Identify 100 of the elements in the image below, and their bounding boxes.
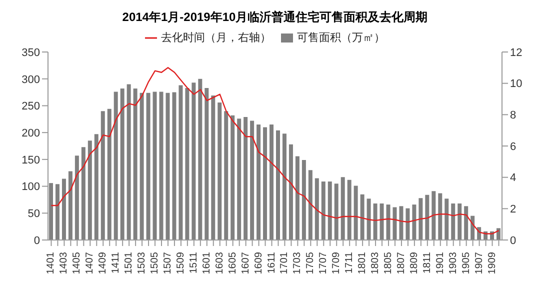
bar [211,96,216,240]
bar [334,184,338,240]
bar [250,120,254,240]
bar [107,108,112,240]
x-tick-label: 1907 [474,252,485,274]
bar [321,181,326,240]
x-tick-label: 1503 [136,252,148,274]
x-tick-label: 1511 [188,252,200,274]
bar [406,208,410,240]
x-tick-label: 1601 [201,252,212,274]
x-tick-label: 1805 [383,252,394,274]
bar [94,134,98,240]
bar [120,88,124,240]
y-tick-label: 200 [22,127,40,140]
y-tick-label: 300 [22,74,40,86]
bar [49,183,53,240]
bar [172,92,176,240]
bar [295,156,300,240]
bar [380,203,384,240]
bar [146,92,150,240]
x-tick-label: 1905 [460,252,472,274]
x-tick-label: 1807 [396,252,407,274]
bar [74,156,79,240]
bar [178,85,183,240]
x-tick-label: 1707 [318,252,330,274]
bar [373,203,378,240]
bar [224,111,228,240]
x-tick-label: 1705 [305,252,316,274]
x-tick-label: 1507 [162,252,174,274]
bar [282,134,286,240]
bar [458,203,462,240]
bar [114,92,118,240]
x-tick-label: 1901 [434,252,446,274]
bar [308,170,312,240]
bar [126,84,131,240]
bar [354,186,358,240]
bar [425,194,430,240]
legend-label: 去化时间（月，右轴） [161,32,271,44]
bar [399,206,404,240]
bar [218,102,222,240]
y2-tick-label: 4 [510,172,516,184]
x-tick-label: 1405 [72,252,83,274]
bar [328,181,332,240]
x-tick-label: 1501 [124,252,135,274]
x-tick-label: 1607 [240,252,252,274]
x-tick-label: 1603 [214,252,226,274]
y-tick-label: 100 [22,181,40,194]
chart-title: 2014年1月-2019年10月临沂普通住宅可售面积及去化周期 [121,9,429,26]
x-tick-label: 1709 [331,252,342,274]
bar [302,160,306,240]
x-tick-label: 1609 [253,252,264,274]
bar [263,127,268,240]
x-tick-label: 1403 [58,252,70,274]
y2-tick-label: 0 [510,234,516,247]
bar [237,118,242,240]
bar [81,147,86,240]
x-tick-label: 1701 [279,252,290,274]
x-tick-label: 1407 [84,252,96,274]
x-tick-label: 1505 [150,252,161,274]
bar [140,92,144,240]
y-tick-label: 50 [28,208,40,220]
x-tick-label: 1711 [344,252,356,274]
bar [270,124,274,240]
bar [62,178,66,240]
bar [496,228,501,240]
y2-tick-label: 6 [510,140,516,153]
bar [464,206,468,240]
bar [340,177,345,240]
bar [100,111,105,240]
legend-label: 可售面积（万㎡） [297,32,385,44]
bar [386,204,390,240]
bar [244,116,248,240]
bar [276,130,280,240]
bar [198,78,202,240]
x-tick-label: 1411 [110,252,122,274]
bar [159,92,164,240]
bar [55,184,60,240]
y-tick-label: 250 [22,100,40,113]
y2-tick-label: 2 [510,204,516,216]
x-tick-label: 1611 [266,252,278,274]
bar [185,88,190,240]
x-tick-label: 1401 [46,252,57,274]
bar [444,198,449,240]
x-tick-label: 1703 [292,252,304,274]
y2-tick-label: 12 [510,46,522,59]
bar [256,124,261,240]
bar [412,204,416,240]
x-tick-label: 1605 [227,252,238,274]
x-tick-label: 1809 [408,252,420,274]
y2-tick-label: 10 [510,78,522,90]
y-tick-label: 150 [22,154,40,166]
x-tick-label: 1803 [370,252,382,274]
bar [192,82,196,240]
x-tick-label: 1903 [448,252,459,274]
y2-tick-label: 8 [510,110,516,122]
bar [152,92,157,240]
y-tick-label: 350 [22,46,40,59]
bar [288,144,293,240]
bar [133,88,138,240]
bar [360,194,364,240]
